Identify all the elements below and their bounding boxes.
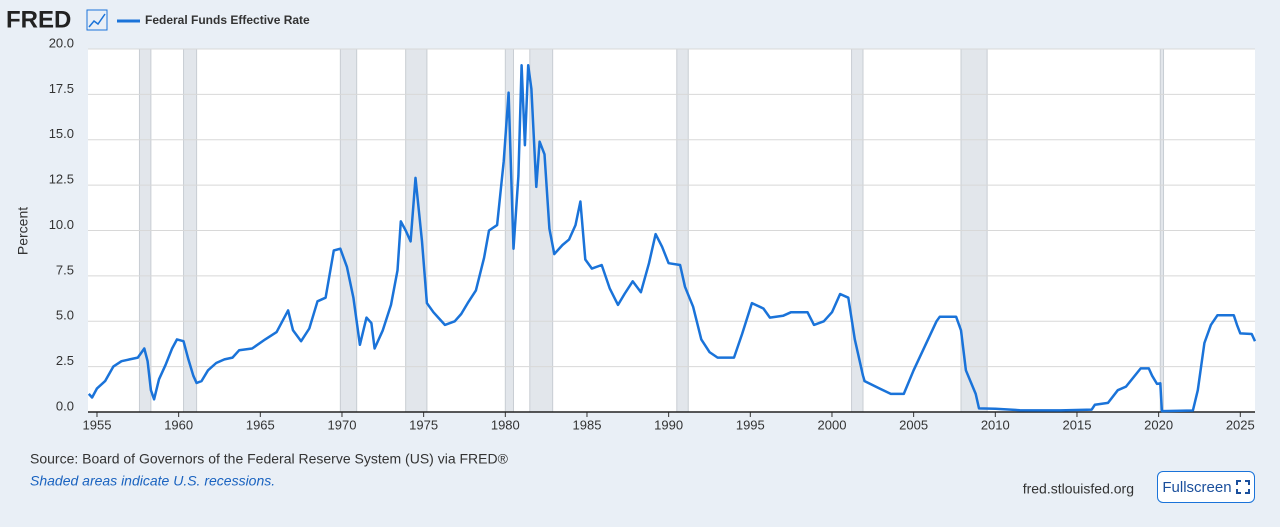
y-tick-label: 12.5: [49, 172, 74, 187]
legend-label: Federal Funds Effective Rate: [145, 13, 310, 27]
x-tick-label: 1965: [246, 417, 275, 432]
logo-icon: [86, 9, 108, 31]
y-tick-label: 10.0: [49, 217, 74, 232]
x-tick-label: 1985: [573, 417, 602, 432]
y-axis-label: Percent: [15, 207, 31, 255]
recession-note: Shaded areas indicate U.S. recessions.: [30, 473, 275, 489]
x-tick-label: 2025: [1226, 417, 1255, 432]
y-tick-label: 2.5: [56, 353, 74, 368]
y-tick-label: 17.5: [49, 81, 74, 96]
button-label: Fullscreen: [1162, 478, 1232, 496]
x-tick-label: 2000: [818, 417, 847, 432]
y-tick-label: 7.5: [56, 262, 74, 277]
fullscreen-button[interactable]: Fullscreen: [1157, 471, 1255, 503]
series-line: [87, 64, 1257, 413]
x-tick-label: 2010: [981, 417, 1010, 432]
y-tick-label: 20.0: [49, 35, 74, 50]
x-tick-label: 2005: [899, 417, 928, 432]
site: fred.stlouisfed.org: [1023, 481, 1134, 497]
y-tick-label: 5.0: [56, 308, 74, 323]
y-tick-label: 15.0: [49, 126, 74, 141]
x-tick-label: 2015: [1063, 417, 1092, 432]
brand-logo: FRED: [6, 6, 71, 33]
fullscreen-icon: [1235, 480, 1250, 494]
x-tick-label: 1995: [736, 417, 765, 432]
source: Source: Board of Governors of the Federa…: [30, 451, 509, 467]
x-tick-label: 1975: [409, 417, 438, 432]
x-tick-label: 2020: [1144, 417, 1173, 432]
x-tick-label: 1970: [328, 417, 357, 432]
x-tick-label: 1960: [164, 417, 193, 432]
y-tick-label: 0.0: [56, 398, 74, 413]
x-tick-label: 1990: [654, 417, 683, 432]
x-tick-label: 1955: [83, 417, 112, 432]
x-tick-label: 1980: [491, 417, 520, 432]
